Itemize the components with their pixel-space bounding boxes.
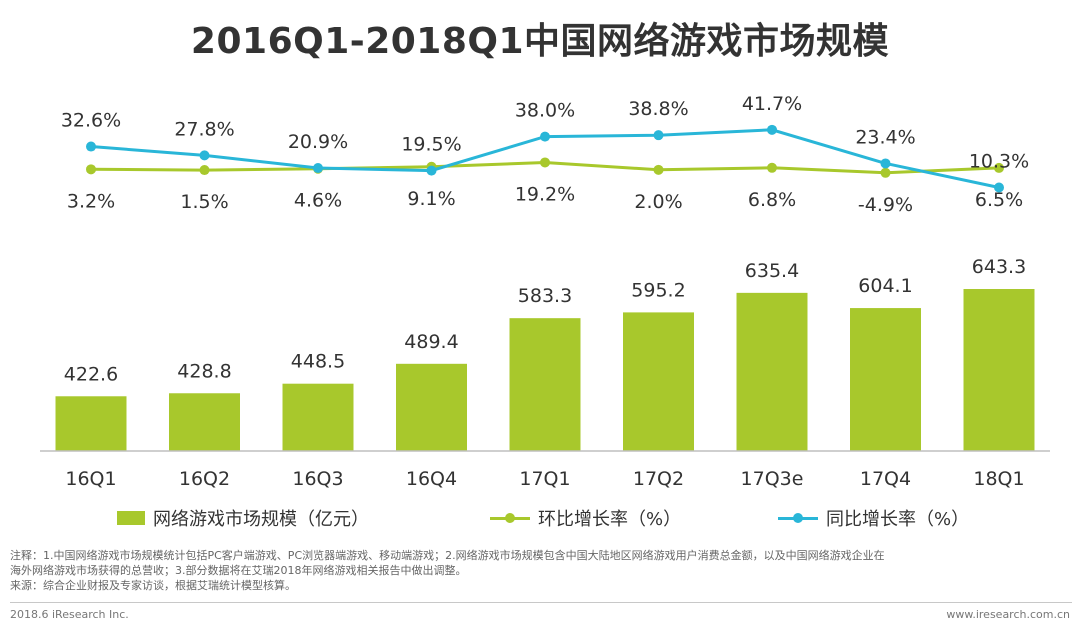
qoq-point-17Q1 bbox=[540, 157, 550, 168]
qoq-point-17Q4 bbox=[880, 167, 891, 178]
x-tick-16Q4: 16Q4 bbox=[406, 468, 457, 490]
bar-series bbox=[55, 289, 1035, 451]
x-tick-17Q4: 17Q4 bbox=[860, 468, 911, 490]
chart-title: 2016Q1-2018Q1中国网络游戏市场规模 bbox=[190, 21, 890, 62]
note-line-2: 海外网络游戏市场获得的总营收；3.部分数据将在艾瑞2018年网络游戏相关报告中做… bbox=[10, 564, 467, 577]
legend-item-bar: 网络游戏市场规模（亿元） bbox=[117, 505, 369, 531]
qoq-label-17Q2: 2.0% bbox=[634, 191, 682, 213]
yoy-point-17Q3e bbox=[767, 124, 777, 135]
note-line-1: 注释：1.中国网络游戏市场规模统计包括PC客户端游戏、PC浏览器端游戏、移动端游… bbox=[10, 549, 885, 562]
bar-label-17Q2: 595.2 bbox=[631, 279, 685, 301]
qoq-label-17Q4: -4.9% bbox=[858, 194, 913, 216]
yoy-point-16Q1 bbox=[86, 141, 96, 152]
bar-label-16Q1: 422.6 bbox=[64, 363, 118, 385]
x-tick-16Q1: 16Q1 bbox=[65, 468, 116, 490]
footer-divider bbox=[10, 602, 1072, 603]
bar-label-17Q4: 604.1 bbox=[858, 275, 912, 297]
legend-yoy-label: 同比增长率（%） bbox=[826, 509, 970, 530]
yoy-label-16Q4: 19.5% bbox=[401, 134, 461, 156]
yoy-point-17Q1 bbox=[540, 131, 550, 142]
bar-17Q1 bbox=[509, 318, 581, 451]
bar-label-17Q3e: 635.4 bbox=[745, 260, 799, 282]
x-tick-17Q2: 17Q2 bbox=[633, 468, 684, 490]
data-labels: 422.6 428.8 448.5 489.4 583.3 595.2 635.4 604.1… bbox=[61, 93, 1029, 385]
qoq-point-16Q2 bbox=[199, 165, 210, 176]
qoq-label-16Q3: 4.6% bbox=[294, 190, 342, 212]
bar-16Q1 bbox=[55, 396, 127, 451]
qoq-label-16Q4: 9.1% bbox=[407, 188, 455, 210]
x-tick-labels: 16Q1 16Q2 16Q3 16Q4 17Q1 17Q2 17Q3e 17Q4 18Q1 bbox=[65, 468, 1024, 490]
x-tick-16Q3: 16Q3 bbox=[292, 468, 343, 490]
footer-website: www.iresearch.com.cn bbox=[946, 608, 1070, 621]
x-tick-17Q3e: 17Q3e bbox=[741, 468, 804, 490]
legend-qoq-label: 环比增长率（%） bbox=[538, 509, 682, 530]
bar-18Q1 bbox=[963, 289, 1035, 451]
qoq-label-17Q3e: 6.8% bbox=[748, 189, 796, 211]
yoy-point-17Q4 bbox=[880, 158, 891, 169]
yoy-label-17Q4: 23.4% bbox=[855, 126, 915, 148]
legend-yoy-swatch bbox=[778, 511, 818, 525]
yoy-point-16Q3 bbox=[313, 163, 323, 174]
x-tick-17Q1: 17Q1 bbox=[519, 468, 570, 490]
yoy-point-16Q2 bbox=[199, 150, 210, 161]
notes: 注释：1.中国网络游戏市场规模统计包括PC客户端游戏、PC浏览器端游戏、移动端游… bbox=[10, 548, 1070, 593]
legend-item-yoy: 同比增长率（%） bbox=[778, 505, 969, 531]
bar-17Q4 bbox=[850, 308, 921, 451]
x-tick-16Q2: 16Q2 bbox=[179, 468, 230, 490]
x-tick-18Q1: 18Q1 bbox=[973, 468, 1024, 490]
bar-16Q3 bbox=[282, 383, 354, 451]
qoq-point-17Q3e bbox=[767, 162, 777, 173]
yoy-label-17Q3e: 41.7% bbox=[742, 93, 802, 115]
yoy-point-16Q4 bbox=[426, 165, 437, 176]
bar-label-18Q1: 643.3 bbox=[972, 256, 1026, 278]
qoq-label-16Q1: 3.2% bbox=[67, 190, 115, 212]
note-source: 来源：综合企业财报及专家访谈，根据艾瑞统计模型核算。 bbox=[10, 579, 296, 592]
yoy-label-17Q1: 38.0% bbox=[515, 100, 575, 122]
footer-copyright: 2018.6 iResearch Inc. bbox=[10, 608, 129, 621]
legend-bar-label: 网络游戏市场规模（亿元） bbox=[153, 509, 369, 530]
legend-bar-swatch bbox=[117, 511, 145, 525]
qoq-label-17Q1: 19.2% bbox=[515, 183, 575, 205]
legend-qoq-swatch bbox=[490, 511, 530, 525]
legend-item-qoq: 环比增长率（%） bbox=[490, 505, 681, 531]
bar-17Q2 bbox=[623, 312, 694, 451]
qoq-label-16Q2: 1.5% bbox=[180, 191, 228, 213]
bar-16Q2 bbox=[169, 393, 240, 451]
yoy-label-16Q3: 20.9% bbox=[288, 131, 348, 153]
bar-label-16Q3: 448.5 bbox=[291, 351, 345, 373]
yoy-label-18Q1: 10.3% bbox=[969, 150, 1029, 172]
qoq-point-16Q1 bbox=[86, 164, 96, 175]
line-series bbox=[86, 124, 1004, 193]
yoy-point-18Q1 bbox=[994, 182, 1004, 193]
qoq-label-18Q1: 6.5% bbox=[975, 189, 1023, 211]
bar-label-16Q4: 489.4 bbox=[404, 331, 458, 353]
qoq-point-17Q2 bbox=[653, 164, 664, 175]
bar-label-17Q1: 583.3 bbox=[518, 285, 572, 307]
chart-canvas: 422.6 428.8 448.5 489.4 583.3 595.2 635.4 604.1… bbox=[40, 93, 1050, 490]
qoq-point-18Q1 bbox=[994, 162, 1004, 173]
yoy-label-17Q2: 38.8% bbox=[628, 98, 688, 120]
legend: 网络游戏市场规模（亿元） 环比增长率（%） 同比增长率（%） bbox=[0, 505, 1080, 533]
yoy-point-17Q2 bbox=[653, 130, 664, 141]
bar-17Q3e bbox=[736, 292, 808, 451]
yoy-label-16Q1: 32.6% bbox=[61, 110, 121, 132]
yoy-label-16Q2: 27.8% bbox=[174, 118, 234, 140]
bar-16Q4 bbox=[396, 363, 467, 451]
bar-label-16Q2: 428.8 bbox=[177, 360, 231, 382]
